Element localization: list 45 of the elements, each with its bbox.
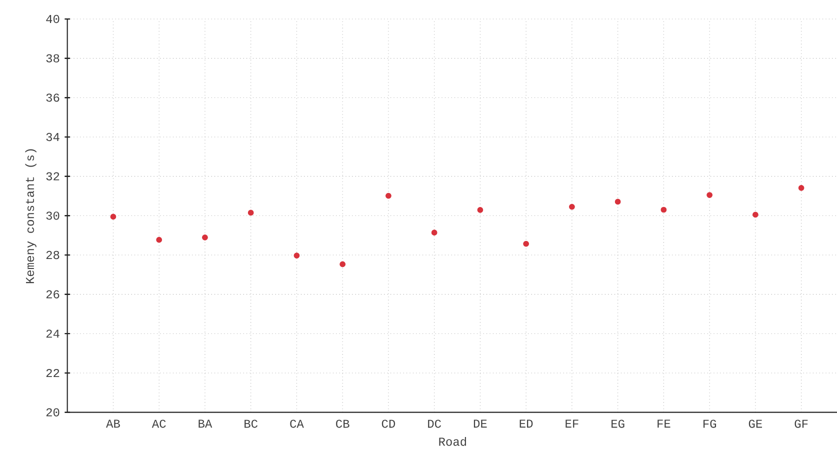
x-tick-label: ED <box>520 420 533 428</box>
point <box>523 240 530 247</box>
x-tick-label: DC <box>428 420 442 428</box>
y-tick-label: 34 <box>46 132 60 142</box>
x-tick-label: BC <box>244 420 258 428</box>
y-tick-label: 32 <box>46 172 60 180</box>
point <box>110 214 116 220</box>
x-tick-label: AC <box>152 420 166 428</box>
y-tick-label: 20 <box>46 408 60 416</box>
point <box>202 234 208 240</box>
point <box>431 230 438 236</box>
point <box>798 184 804 191</box>
point <box>477 207 484 213</box>
y-tick-label: 36 <box>46 94 60 102</box>
point <box>156 236 162 243</box>
point <box>706 192 712 198</box>
x-axis-title: Road <box>439 436 466 446</box>
point <box>340 261 346 268</box>
x-tick-label: FE <box>658 420 670 428</box>
x-tick-label: AB <box>106 420 120 428</box>
point <box>386 192 392 199</box>
x-tick-label: EG <box>612 420 624 428</box>
y-tick-label: 26 <box>46 290 60 298</box>
point <box>248 210 254 216</box>
y-tick-label: 30 <box>46 212 60 220</box>
point <box>752 212 758 218</box>
x-tick-label: CB <box>336 420 350 428</box>
point <box>614 198 621 205</box>
x-tick-label: GF <box>794 420 808 428</box>
y-tick-label: 24 <box>46 330 60 338</box>
point <box>569 204 575 210</box>
x-tick-label: CA <box>290 420 304 428</box>
x-tick-label: EF <box>566 420 578 428</box>
y-axis-title: Kemeny constant (s) <box>25 149 36 284</box>
y-tick-label: 40 <box>46 14 60 24</box>
x-tick-label: FG <box>703 420 716 428</box>
y-tick-label: 28 <box>46 250 60 260</box>
x-tick-label: GE <box>748 420 762 428</box>
y-tick-label: 38 <box>46 54 60 62</box>
x-tick-label: CD <box>382 420 396 428</box>
point <box>294 252 300 259</box>
point <box>660 206 667 213</box>
y-tick-label: 22 <box>46 368 60 377</box>
x-tick-label: DE <box>474 420 487 428</box>
x-tick-label: BA <box>198 420 212 428</box>
